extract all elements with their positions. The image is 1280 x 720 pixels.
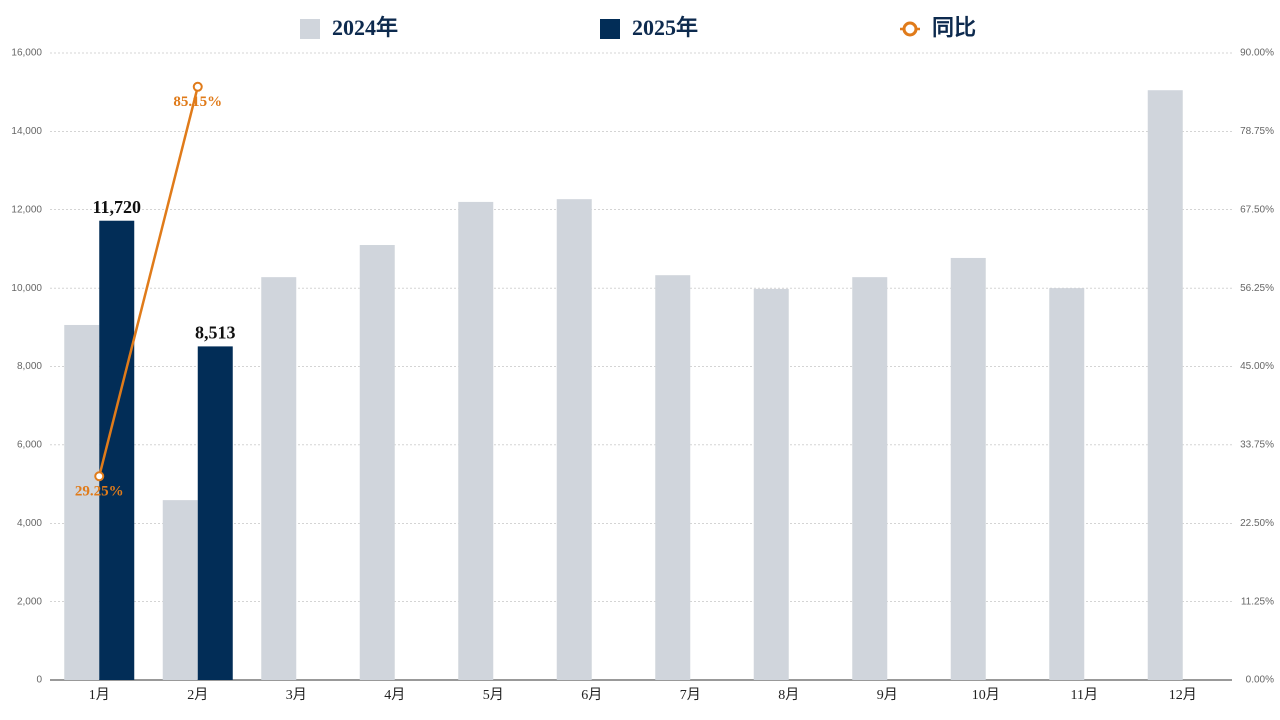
x-tick-label: 9月 bbox=[877, 687, 898, 703]
x-tick-label: 8月 bbox=[778, 687, 799, 703]
bar bbox=[99, 220, 135, 680]
bar bbox=[197, 346, 233, 680]
y2-tick-label: 11.25% bbox=[1241, 596, 1274, 607]
y2-tick-label: 22.50% bbox=[1240, 518, 1274, 529]
y-tick-label: 2,000 bbox=[17, 596, 42, 607]
x-tick-label: 11月 bbox=[1071, 687, 1098, 703]
value-label: 29.25% bbox=[75, 484, 124, 500]
value-label: 85.15% bbox=[173, 94, 222, 110]
value-label: 8,513 bbox=[195, 323, 236, 343]
legend-label: 2025年 bbox=[632, 15, 698, 40]
legend-label: 2024年 bbox=[332, 15, 398, 40]
bar bbox=[261, 277, 297, 680]
x-tick-label: 4月 bbox=[384, 687, 405, 703]
y-tick-label: 12,000 bbox=[11, 204, 42, 215]
y-tick-label: 6,000 bbox=[17, 440, 42, 451]
value-label: 11,720 bbox=[92, 197, 141, 217]
x-tick-label: 1月 bbox=[89, 687, 110, 703]
x-tick-label: 7月 bbox=[680, 687, 701, 703]
bar bbox=[753, 288, 789, 680]
legend-item: 2025年 bbox=[600, 15, 698, 40]
x-tick-label: 3月 bbox=[286, 687, 307, 703]
legend-swatch bbox=[600, 19, 620, 39]
legend-marker bbox=[902, 21, 918, 37]
legend-swatch bbox=[300, 19, 320, 39]
bar bbox=[556, 199, 592, 680]
y2-tick-label: 67.50% bbox=[1240, 204, 1274, 215]
legend-item: 2024年 bbox=[300, 15, 398, 40]
bar bbox=[655, 275, 691, 680]
bar bbox=[64, 324, 100, 680]
line-point bbox=[94, 471, 105, 482]
y2-tick-label: 78.75% bbox=[1240, 126, 1274, 137]
y2-tick-label: 45.00% bbox=[1240, 361, 1274, 372]
legend-label: 同比 bbox=[932, 15, 976, 40]
line-point bbox=[192, 81, 203, 92]
y-tick-label: 10,000 bbox=[11, 283, 42, 294]
line bbox=[98, 86, 199, 477]
y-tick-label: 16,000 bbox=[11, 48, 42, 59]
x-tick-label: 6月 bbox=[581, 687, 602, 703]
bar bbox=[1147, 90, 1183, 680]
y2-tick-label: 56.25% bbox=[1240, 283, 1274, 294]
bar bbox=[950, 257, 986, 680]
y-tick-label: 14,000 bbox=[11, 126, 42, 137]
y2-tick-label: 0.00% bbox=[1246, 675, 1274, 686]
bar bbox=[359, 245, 395, 681]
x-tick-label: 5月 bbox=[483, 687, 504, 703]
bar bbox=[1049, 288, 1085, 680]
x-tick-label: 12月 bbox=[1169, 687, 1197, 703]
legend-item: 同比 bbox=[900, 15, 976, 40]
bar bbox=[162, 500, 198, 680]
y-tick-label: 4,000 bbox=[17, 518, 42, 529]
y-tick-label: 0 bbox=[36, 675, 42, 686]
bar bbox=[458, 201, 494, 680]
x-tick-label: 10月 bbox=[972, 687, 1000, 703]
y-tick-label: 8,000 bbox=[17, 361, 42, 372]
y2-tick-label: 33.75% bbox=[1240, 440, 1274, 451]
y2-tick-label: 90.00% bbox=[1240, 48, 1274, 59]
x-tick-label: 2月 bbox=[187, 687, 208, 703]
bar bbox=[852, 277, 888, 680]
